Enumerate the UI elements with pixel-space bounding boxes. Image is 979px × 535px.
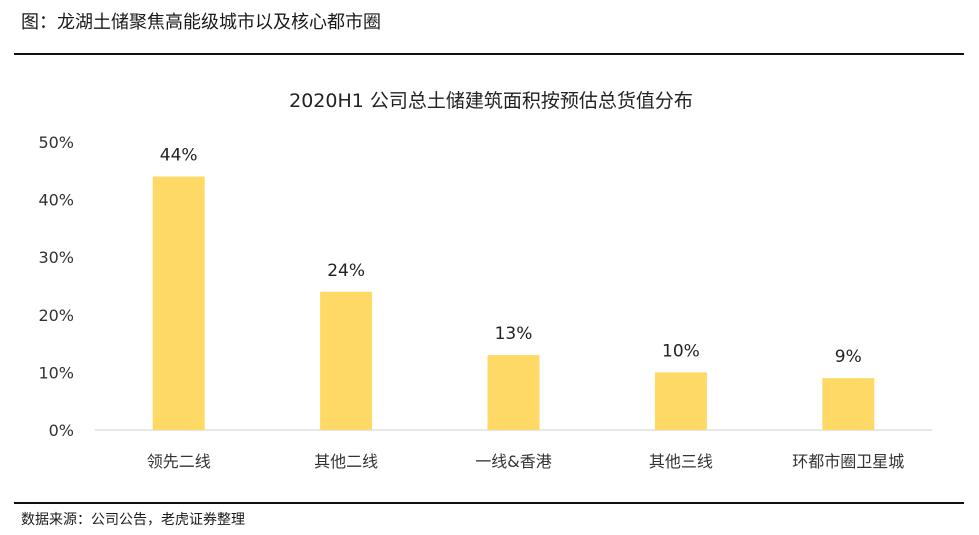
y-tick-label: 20% [38,306,74,325]
data-label: 44% [160,146,198,166]
category-label: 其他二线 [314,452,378,471]
chart-title: 2020H1 公司总土储建筑面积按预估总货值分布 [289,90,693,112]
figure-title: 图：龙湖土储聚焦高能级城市以及核心都市圈 [21,12,381,33]
data-label: 9% [835,347,862,367]
category-label: 环都市圈卫星城 [792,452,904,471]
y-tick-label: 10% [38,363,74,382]
bars [152,176,875,430]
bar [822,378,875,430]
y-tick-label: 0% [49,421,74,440]
category-label: 一线&香港 [475,452,551,471]
top-divider [14,53,964,55]
y-tick-label: 30% [38,248,74,267]
category-labels: 领先二线 其他二线 一线&香港 其他三线 环都市圈卫星城 [147,452,905,471]
bar [654,372,707,430]
y-tick-label: 50% [38,133,74,152]
bar [152,176,205,430]
source-note: 数据来源：公司公告，老虎证券整理 [21,512,245,528]
y-tick-label: 40% [38,191,74,210]
y-axis-ticks: 0% 10% 20% 30% 40% 50% [38,133,74,440]
category-label: 其他三线 [649,452,713,471]
category-label: 领先二线 [147,452,211,471]
data-label: 10% [662,341,700,361]
data-label: 13% [495,324,533,344]
data-label: 24% [327,261,365,281]
bar [487,355,540,430]
bottom-divider [14,502,964,504]
data-labels: 44% 24% 13% 10% 9% [160,146,862,368]
bar [320,291,373,430]
